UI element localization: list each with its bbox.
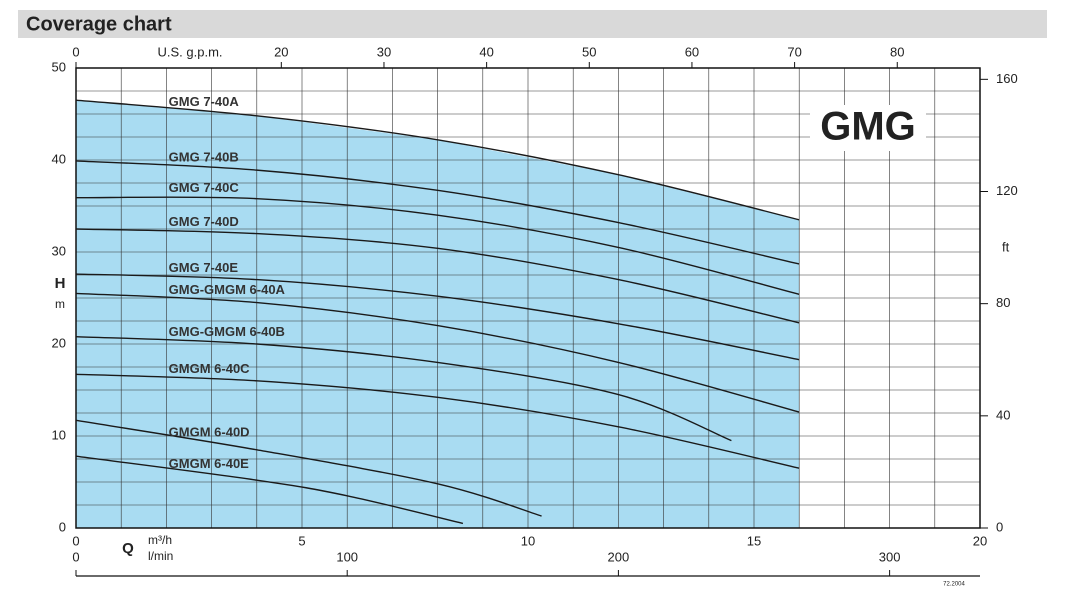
header-bar <box>18 10 1047 38</box>
x-tick-label: 5 <box>298 533 305 548</box>
curve <box>75 273 800 361</box>
series-label: GMGM 6-40D <box>169 425 250 440</box>
x3-tick-label: 100 <box>336 549 358 564</box>
y-tick-label: 0 <box>59 519 66 534</box>
series-label: GMG 7-40E <box>169 260 239 275</box>
y-unit: m <box>55 297 65 311</box>
curve <box>75 419 542 517</box>
x2-tick-label: 70 <box>787 44 801 59</box>
brand: GMG <box>820 105 916 149</box>
y-tick-label: 50 <box>52 59 66 74</box>
chart-title: Coverage chart <box>26 13 172 35</box>
x2-tick-label: 60 <box>685 44 699 59</box>
x-tick-label: 15 <box>747 533 761 548</box>
x3-unit: l/min <box>148 549 173 563</box>
x3-tick-label: 0 <box>72 549 79 564</box>
y2-tick-label: 0 <box>996 519 1003 534</box>
y-tick-label: 20 <box>52 335 66 350</box>
y-tick-label: 40 <box>52 151 66 166</box>
x-tick-label: 0 <box>72 533 79 548</box>
curve <box>75 292 800 413</box>
series-label: GMGM 6-40C <box>169 361 251 376</box>
y-tick-label: 10 <box>52 427 66 442</box>
series-label: GMG 7-40C <box>169 180 240 195</box>
x-symbol: Q <box>122 540 134 557</box>
curve <box>75 160 800 265</box>
series-label: GMGM 6-40E <box>169 456 250 471</box>
series-label: GMG-GMGM 6-40A <box>169 282 286 297</box>
y2-tick-label: 80 <box>996 295 1010 310</box>
curve <box>75 373 800 469</box>
x3-tick-label: 200 <box>608 549 630 564</box>
brand-box <box>810 105 926 151</box>
x-tick-label: 10 <box>521 533 535 548</box>
curve <box>75 335 732 442</box>
x2-tick-label: 50 <box>582 44 596 59</box>
x2-tick-label: 30 <box>377 44 391 59</box>
x2-tick-label: 20 <box>274 44 288 59</box>
curve <box>75 455 464 525</box>
curve <box>75 99 800 221</box>
series-label: GMG 7-40D <box>169 214 239 229</box>
y2-tick-label: 40 <box>996 407 1010 422</box>
x2-tick-label: 0 <box>72 44 79 59</box>
curve <box>75 196 800 295</box>
y2-tick-label: 160 <box>996 71 1018 86</box>
x2-unit: U.S. g.p.m. <box>157 44 222 59</box>
series-label: GMG-GMGM 6-40B <box>169 324 285 339</box>
y2-tick-label: 120 <box>996 183 1018 198</box>
code: 72.2004 <box>943 582 965 588</box>
curve <box>75 228 800 324</box>
x3-tick-label: 300 <box>879 549 901 564</box>
y2-unit: ft <box>1002 239 1010 254</box>
series-label: GMG 7-40B <box>169 149 239 164</box>
plot-frame <box>75 67 981 529</box>
x2-tick-label: 40 <box>479 44 493 59</box>
y-symbol: H <box>55 275 66 292</box>
x2-tick-label: 80 <box>890 44 904 59</box>
series-label: GMG 7-40A <box>169 94 240 109</box>
y-tick-label: 30 <box>52 243 66 258</box>
x-tick-label: 20 <box>973 533 987 548</box>
x-unit: m³/h <box>148 533 172 547</box>
